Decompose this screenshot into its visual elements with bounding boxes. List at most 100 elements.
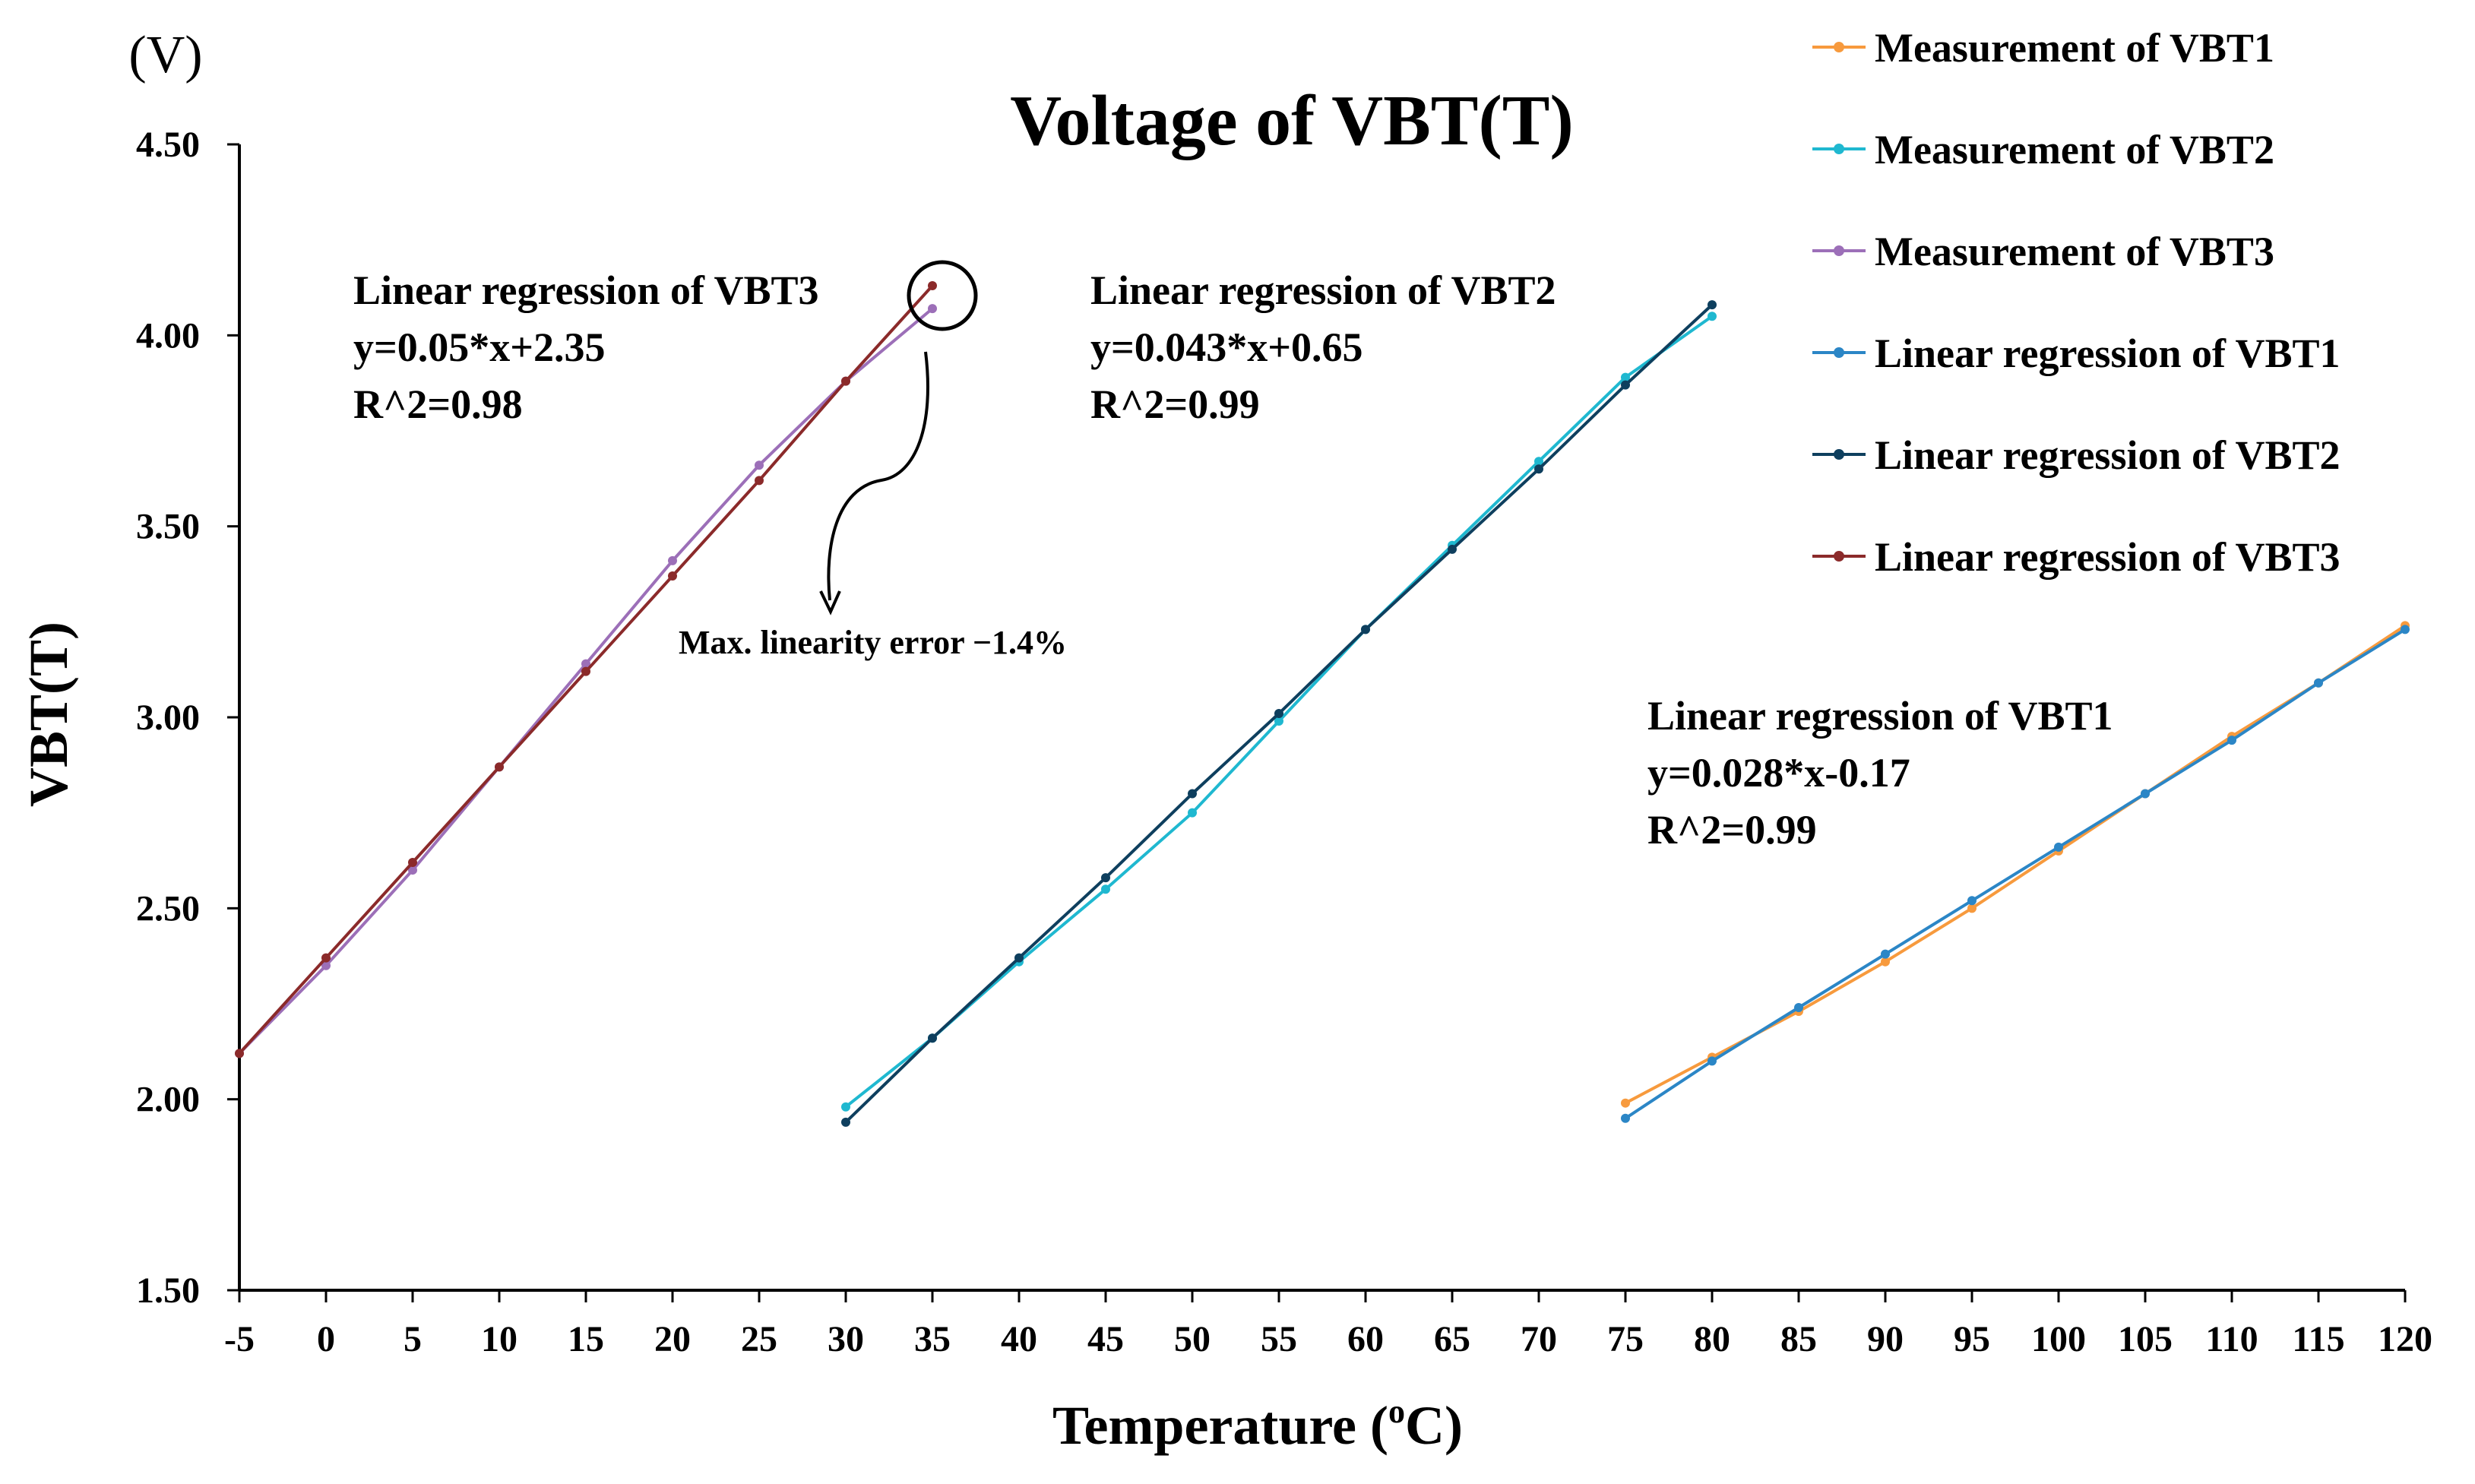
x-tick-label: 30 [828, 1319, 864, 1359]
data-point [1101, 884, 1110, 894]
x-ticks: -5 0 5 10 15 20 25 30 35 40 45 50 55 60 65 70 75 80 85 90 95… [224, 1290, 2432, 1359]
x-axis-label: Temperature (oC) [1052, 1393, 1463, 1456]
x-tick-label: 35 [914, 1319, 951, 1359]
legend-label: Linear regression of VBT2 [1875, 432, 2340, 478]
data-point [841, 1118, 850, 1127]
y-ticks: 1.50 2.00 2.50 3.00 3.50 4.00 4.50 [136, 125, 239, 1311]
data-point [408, 858, 417, 867]
x-axis-label-sup: o [1388, 1393, 1405, 1430]
x-tick-label: 85 [1780, 1319, 1817, 1359]
legend-marker [1834, 144, 1844, 154]
x-tick-label: 20 [654, 1319, 691, 1359]
data-point [1361, 625, 1370, 634]
x-tick-label: 65 [1434, 1319, 1470, 1359]
data-point [235, 1049, 244, 1058]
data-point [1188, 789, 1197, 799]
x-tick-label: 115 [2292, 1319, 2344, 1359]
x-tick-label: 120 [2378, 1319, 2432, 1359]
data-point [668, 556, 677, 565]
series-3 [235, 304, 937, 1058]
data-point [2314, 679, 2323, 688]
annotation-vbt1: Linear regression of VBT1 y=0.028*x-0.17… [1647, 693, 2113, 853]
y-tick-label: 2.50 [136, 888, 200, 929]
data-point [321, 954, 331, 963]
data-point [581, 667, 590, 676]
data-point [2227, 736, 2236, 745]
series-6 [235, 281, 937, 1058]
x-tick-label: 75 [1607, 1319, 1644, 1359]
annotation-vbt2-line3: R^2=0.99 [1090, 381, 1260, 427]
data-point [1707, 312, 1717, 321]
x-tick-label: 50 [1174, 1319, 1211, 1359]
x-tick-label: -5 [224, 1319, 255, 1359]
data-point [1967, 896, 1977, 905]
data-point [928, 281, 937, 290]
legend-label: Linear regression of VBT3 [1875, 534, 2340, 580]
legend-item: Linear regression of VBT1 [1812, 331, 2340, 376]
data-point [2054, 843, 2063, 852]
data-point [1274, 709, 1283, 718]
chart-title: Voltage of VBT(T) [1010, 81, 1574, 160]
x-tick-label: 55 [1261, 1319, 1297, 1359]
x-tick-label: 90 [1867, 1319, 1904, 1359]
annotation-vbt1-line1: Linear regression of VBT1 [1647, 693, 2113, 739]
error-note: Max. linearity error −1.4% [679, 624, 1067, 661]
x-tick-label: 15 [568, 1319, 604, 1359]
legend-item: Measurement of VBT3 [1812, 229, 2274, 274]
data-point [841, 377, 850, 386]
data-point [1188, 808, 1197, 818]
annotation-vbt1-line3: R^2=0.99 [1647, 807, 1817, 853]
x-tick-label: 105 [2118, 1319, 2173, 1359]
y-unit-label: (V) [128, 26, 202, 84]
legend-item: Measurement of VBT1 [1812, 25, 2274, 71]
data-point [1621, 381, 1630, 390]
x-tick-label: 0 [317, 1319, 335, 1359]
annotation-vbt3-line2: y=0.05*x+2.35 [353, 324, 606, 370]
legend-label: Measurement of VBT1 [1875, 25, 2274, 71]
x-tick-label: 45 [1087, 1319, 1124, 1359]
y-tick-label: 1.50 [136, 1270, 200, 1311]
data-point [841, 1103, 850, 1112]
x-tick-label: 40 [1001, 1319, 1037, 1359]
x-axis-label-main: Temperature ( [1052, 1395, 1388, 1456]
annotation-vbt3: Linear regression of VBT3 y=0.05*x+2.35 … [353, 267, 819, 427]
data-point [495, 762, 504, 771]
data-point [1534, 464, 1543, 473]
annotation-vbt2: Linear regression of VBT2 y=0.043*x+0.65… [1090, 267, 1556, 427]
data-point [1448, 545, 1457, 554]
y-tick-label: 2.00 [136, 1080, 200, 1120]
annotation-vbt2-line2: y=0.043*x+0.65 [1090, 324, 1363, 370]
x-axis-label-end: C) [1405, 1395, 1463, 1456]
y-axis-label: VBT(T) [18, 622, 79, 807]
error-highlight-circle [909, 262, 976, 329]
series-5 [841, 300, 1717, 1127]
x-tick-label: 60 [1347, 1319, 1384, 1359]
data-point [1621, 1114, 1630, 1123]
annotation-vbt2-line1: Linear regression of VBT2 [1090, 267, 1556, 313]
annotation-vbt1-line2: y=0.028*x-0.17 [1647, 750, 1910, 796]
legend-marker [1834, 42, 1844, 52]
y-tick-label: 3.00 [136, 698, 200, 738]
data-point [1794, 1003, 1803, 1012]
y-tick-label: 3.50 [136, 507, 200, 547]
x-tick-label: 10 [481, 1319, 517, 1359]
x-tick-label: 5 [404, 1319, 422, 1359]
legend-marker [1834, 245, 1844, 256]
legend-marker [1834, 449, 1844, 460]
data-point [755, 476, 764, 485]
data-point [928, 304, 937, 313]
legend: Measurement of VBT1 Measurement of VBT2 Me… [1812, 25, 2340, 580]
data-point [2141, 789, 2150, 799]
data-point [1881, 950, 1890, 959]
x-tick-label: 25 [741, 1319, 777, 1359]
y-tick-label: 4.00 [136, 315, 200, 356]
y-tick-label: 4.50 [136, 125, 200, 165]
data-point [755, 460, 764, 470]
data-point [1707, 1056, 1717, 1065]
x-tick-label: 70 [1521, 1319, 1557, 1359]
series-line [239, 309, 932, 1053]
legend-item: Measurement of VBT2 [1812, 127, 2274, 172]
legend-item: Linear regression of VBT2 [1812, 432, 2340, 478]
data-point [928, 1033, 937, 1043]
